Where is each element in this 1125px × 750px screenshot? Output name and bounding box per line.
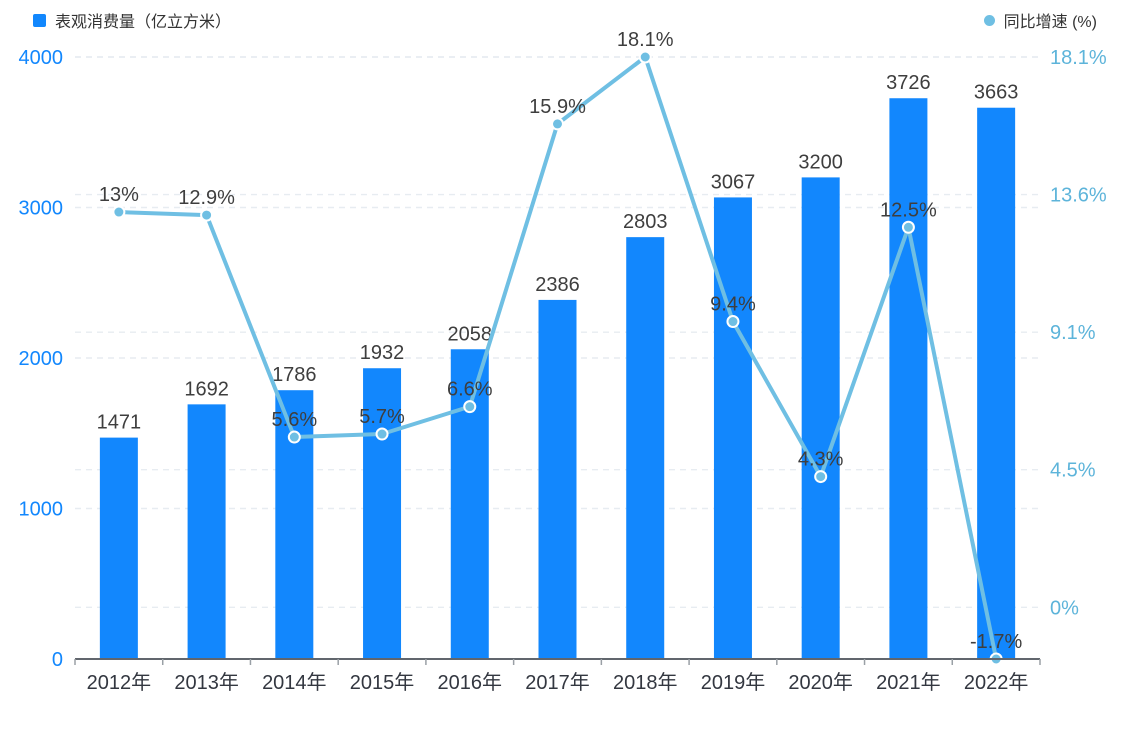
bar-value-label: 3200	[798, 151, 843, 173]
x-axis-label: 2021年	[876, 671, 941, 694]
bar-value-label: 1692	[184, 378, 229, 400]
line-point-2016年[interactable]	[463, 400, 477, 414]
left-axis-label: 0	[52, 649, 63, 671]
line-value-label: 13%	[99, 184, 139, 206]
left-axis-label: 4000	[19, 47, 64, 69]
line-legend-circle-icon	[983, 14, 995, 26]
right-axis-label: 0%	[1050, 597, 1079, 619]
x-axis-label: 2013年	[174, 671, 239, 694]
bar-value-label: 1786	[272, 364, 317, 386]
line-value-label: 9.4%	[710, 294, 756, 316]
line-point-2012年[interactable]	[112, 205, 126, 219]
x-axis-label: 2022年	[964, 671, 1029, 694]
bar-2020年[interactable]	[801, 177, 840, 659]
bar-2018年[interactable]	[626, 237, 665, 659]
line-value-label: 15.9%	[529, 96, 586, 118]
line-point-2015年[interactable]	[375, 427, 389, 441]
right-axis-label: 13.6%	[1050, 185, 1107, 207]
line-point-2019年[interactable]	[726, 315, 740, 329]
line-point-2014年[interactable]	[287, 430, 301, 444]
x-axis-label: 2012年	[87, 671, 152, 694]
x-axis-label: 2020年	[788, 671, 853, 694]
right-axis-label: 4.5%	[1050, 460, 1096, 482]
bar-value-label: 2058	[448, 323, 493, 345]
bar-2017年[interactable]	[538, 299, 577, 659]
x-axis-label: 2018年	[613, 671, 678, 694]
x-axis-label: 2015年	[350, 671, 415, 694]
bar-value-label: 2803	[623, 211, 668, 233]
line-legend-label: 同比增速 (%)	[1003, 14, 1097, 31]
line-point-2021年[interactable]	[901, 220, 915, 234]
line-point-2013年[interactable]	[200, 208, 214, 222]
bar-legend-label: 表观消费量（亿立方米）	[55, 14, 232, 31]
x-axis-label: 2014年	[262, 671, 327, 694]
bar-value-label: 3663	[974, 82, 1019, 104]
x-axis-label: 2016年	[438, 671, 503, 694]
right-axis-label: 9.1%	[1050, 322, 1096, 344]
bar-2019年[interactable]	[713, 197, 752, 659]
legend-item-bar-series[interactable]: 表观消费量（亿立方米）	[33, 8, 231, 32]
bar-2012年[interactable]	[99, 437, 138, 659]
line-value-label: 6.6%	[447, 379, 493, 401]
line-point-2017年[interactable]	[551, 117, 564, 131]
bar-2022年[interactable]	[977, 107, 1016, 659]
bar-value-label: 1471	[97, 412, 142, 434]
line-value-label: 5.6%	[272, 409, 318, 431]
bar-2015年[interactable]	[363, 368, 402, 659]
bar-value-label: 2386	[535, 274, 580, 296]
left-axis-label: 3000	[19, 198, 64, 220]
line-point-2020年[interactable]	[814, 470, 828, 484]
line-value-label: 18.1%	[617, 29, 674, 51]
line-value-label: -1.7%	[970, 631, 1022, 653]
line-point-2018年[interactable]	[638, 50, 652, 64]
right-axis-label: 18.1%	[1050, 47, 1107, 69]
bar-legend-square-icon	[33, 13, 46, 27]
line-value-label: 12.5%	[880, 199, 937, 221]
left-axis-label: 2000	[19, 348, 64, 370]
bar-2013年[interactable]	[187, 404, 226, 659]
line-value-label: 12.9%	[178, 187, 235, 209]
line-value-label: 4.3%	[798, 449, 844, 471]
legend-item-line-series[interactable]: 同比增速 (%)	[983, 8, 1097, 32]
bar-value-label: 3067	[711, 171, 756, 193]
bar-value-label: 1932	[360, 342, 405, 364]
line-value-label: 5.7%	[359, 406, 405, 428]
x-axis-label: 2017年	[525, 671, 590, 694]
bar-value-label: 3726	[886, 72, 931, 94]
x-axis-label: 2019年	[701, 671, 766, 694]
bar-2021年[interactable]	[889, 98, 928, 659]
left-axis-label: 1000	[19, 499, 64, 521]
